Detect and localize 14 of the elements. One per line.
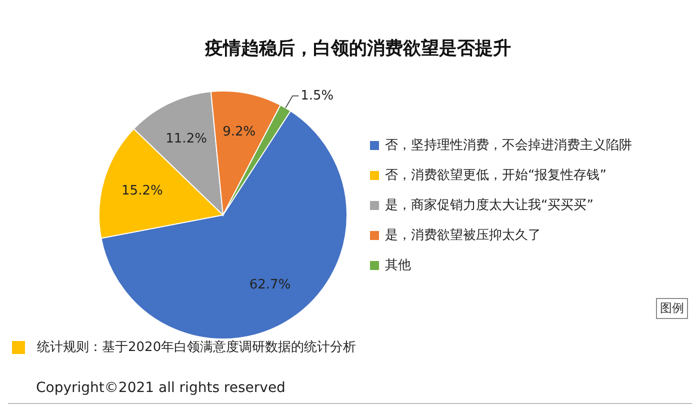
legend-label: 否，消费欲望更低，开始“报复性存钱” <box>385 167 606 184</box>
data-label: 15.2% <box>122 183 163 198</box>
data-label: 62.7% <box>249 277 291 292</box>
text: Copyright©2021 all rights reserved <box>36 380 286 396</box>
legend-label: 是，商家促销力度太大让我“买买买” <box>385 197 594 214</box>
text: 统计规则：基于2020年白领满意度调研数据的统计分析 <box>36 339 356 356</box>
chart-title: 疫情趋稳后，白领的消费欲望是否提升 <box>204 37 512 60</box>
legend-label: 否，坚持理性消费，不会掉进消费主义陷阱 <box>385 137 632 154</box>
legend-label: 是，消费欲望被压抑太久了 <box>385 227 541 244</box>
data-label: 9.2% <box>222 124 256 140</box>
data-label: 1.5% <box>300 88 334 104</box>
legend-label: 其他 <box>385 257 411 274</box>
text: 图例 <box>656 298 688 319</box>
data-label: 11.2% <box>166 132 207 147</box>
